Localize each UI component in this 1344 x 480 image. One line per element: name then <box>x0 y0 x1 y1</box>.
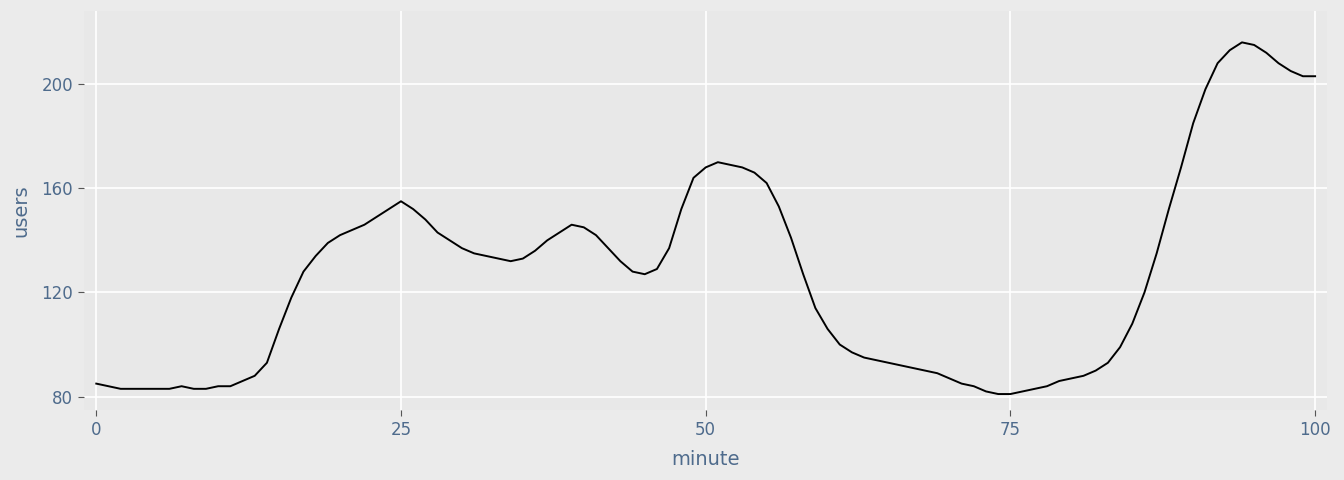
X-axis label: minute: minute <box>672 450 741 469</box>
Y-axis label: users: users <box>11 184 30 237</box>
